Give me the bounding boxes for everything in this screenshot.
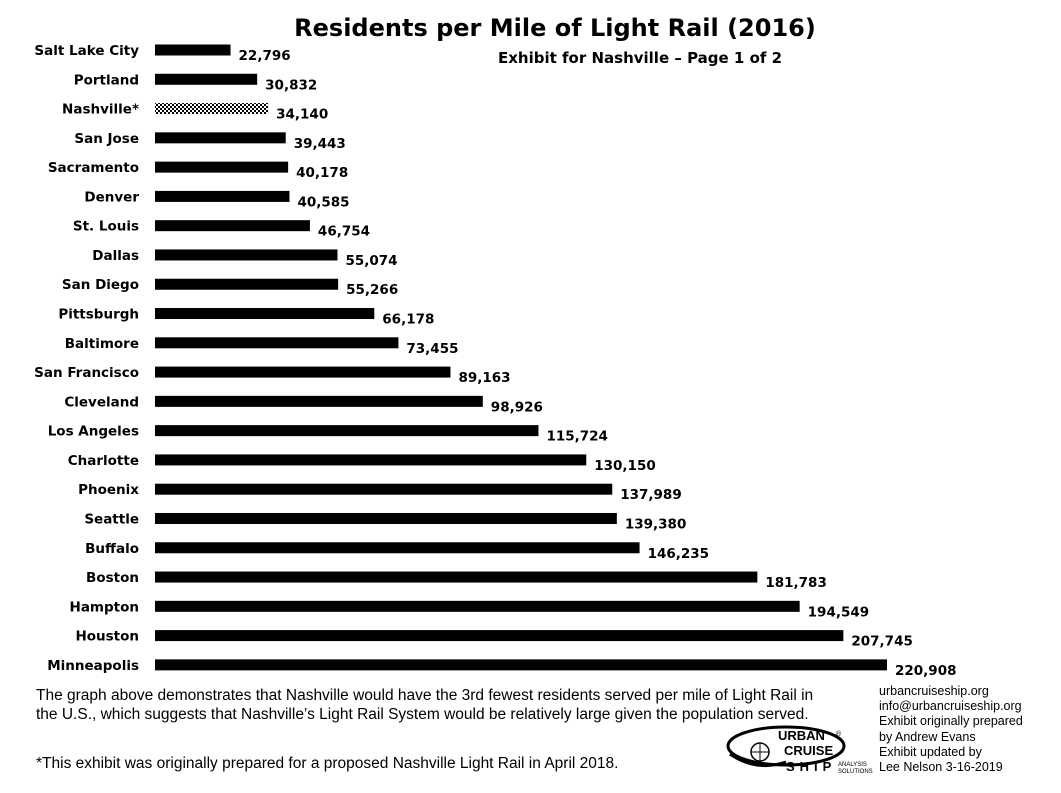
category-label: Portland	[74, 72, 139, 88]
logo-word: SHIP	[786, 759, 836, 774]
category-label: Seattle	[84, 511, 139, 527]
urban-cruise-ship-logo: URBAN CRUISE SHIP ANALYSIS SOLUTIONS ®	[726, 725, 873, 775]
value-label: 98,926	[491, 399, 543, 415]
category-label: Charlotte	[68, 453, 139, 469]
bar	[155, 308, 375, 320]
category-label: Boston	[86, 570, 139, 586]
credits-line: by Andrew Evans	[879, 729, 976, 744]
value-label: 40,585	[297, 194, 349, 210]
category-label: Buffalo	[85, 541, 139, 557]
value-label: 194,549	[808, 604, 870, 620]
bar	[155, 103, 269, 115]
value-label: 30,832	[265, 77, 317, 93]
bar-group: Salt Lake City 22,796 Portland 30,832 Nashvi…	[34, 43, 956, 679]
bar	[155, 220, 310, 232]
bar	[155, 542, 640, 554]
category-label: Phoenix	[78, 482, 139, 498]
bar	[155, 73, 258, 85]
bar	[155, 659, 887, 671]
footnote: *This exhibit was originally prepared fo…	[36, 755, 619, 772]
category-label: Los Angeles	[48, 424, 139, 440]
logo-word: URBAN	[778, 728, 825, 743]
value-label: 146,235	[648, 546, 710, 562]
value-label: 220,908	[895, 663, 957, 679]
category-label: Dallas	[92, 248, 139, 264]
bar	[155, 512, 617, 524]
credits-block: urbancruiseship.org info@urbancruiseship…	[879, 684, 1023, 775]
category-label: St. Louis	[73, 219, 139, 235]
value-label: 115,724	[546, 429, 608, 445]
value-label: 55,074	[345, 253, 397, 269]
category-label: Minneapolis	[47, 658, 139, 674]
bar	[155, 571, 758, 583]
category-label: San Diego	[62, 277, 139, 293]
category-label: Hampton	[70, 599, 139, 615]
category-label: Pittsburgh	[58, 307, 139, 323]
credits-line: Lee Nelson 3-16-2019	[879, 760, 1003, 775]
bar	[155, 366, 451, 378]
value-label: 181,783	[765, 575, 827, 591]
bar	[155, 190, 290, 202]
value-label: 40,178	[296, 165, 348, 181]
bar	[155, 600, 800, 612]
value-label: 130,150	[594, 458, 656, 474]
bar	[155, 249, 338, 261]
category-label: Denver	[84, 189, 139, 205]
category-label: Cleveland	[64, 394, 139, 410]
bar	[155, 395, 483, 407]
value-label: 46,754	[318, 224, 370, 240]
chart-title: Residents per Mile of Light Rail (2016)	[294, 14, 816, 42]
credits-line: urbancruiseship.org	[879, 684, 989, 698]
value-label: 207,745	[851, 634, 913, 650]
logo-swoosh	[729, 752, 787, 768]
bar	[155, 483, 613, 495]
value-label: 137,989	[620, 487, 682, 503]
category-label: San Francisco	[34, 365, 139, 381]
value-label: 89,163	[458, 370, 510, 386]
bar	[155, 337, 399, 349]
credits-line: Exhibit originally prepared	[879, 714, 1023, 729]
logo-oval	[726, 725, 846, 767]
bar-chart: Salt Lake City 22,796 Portland 30,832 Nashvi…	[34, 43, 956, 679]
category-label: San Jose	[74, 131, 139, 147]
bar	[155, 132, 286, 144]
logo-tagline: SOLUTIONS	[838, 769, 873, 775]
logo-tagline: ANALYSIS	[838, 762, 867, 768]
value-label: 55,266	[346, 282, 398, 298]
category-label: Salt Lake City	[34, 43, 139, 59]
category-label: Nashville*	[62, 102, 139, 118]
category-label: Houston	[75, 629, 139, 645]
logo-word: CRUISE	[784, 743, 833, 758]
chart-subtitle: Exhibit for Nashville – Page 1 of 2	[498, 49, 783, 67]
value-label: 66,178	[382, 312, 434, 328]
category-label: Baltimore	[65, 336, 139, 352]
bar	[155, 454, 587, 466]
bar	[155, 278, 339, 290]
category-label: Sacramento	[48, 160, 139, 176]
logo-globe-icon	[751, 743, 769, 761]
value-label: 73,455	[406, 341, 458, 357]
value-label: 39,443	[294, 136, 346, 152]
value-label: 34,140	[276, 107, 328, 123]
credits-line: info@urbancruiseship.org	[879, 699, 1022, 714]
bar	[155, 425, 539, 437]
value-label: 22,796	[239, 48, 291, 64]
logo-registered-mark: ®	[836, 730, 842, 738]
bar	[155, 161, 289, 173]
credits-line: Exhibit updated by	[879, 744, 982, 759]
bar	[155, 630, 844, 642]
bar	[155, 44, 231, 56]
explanation-note: The graph above demonstrates that Nashvi…	[36, 687, 814, 723]
value-label: 139,380	[625, 516, 687, 532]
